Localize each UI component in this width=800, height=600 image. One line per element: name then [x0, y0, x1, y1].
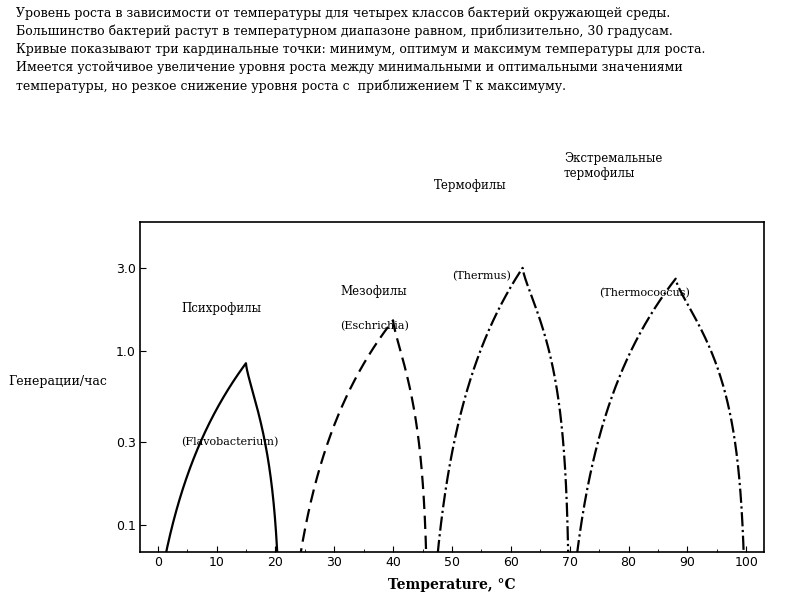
Text: (Flavobacterium): (Flavobacterium) [182, 437, 278, 447]
Text: Психрофилы: Психрофилы [182, 302, 262, 316]
Text: Мезофилы: Мезофилы [340, 286, 406, 298]
Text: Экстремальные
термофилы: Экстремальные термофилы [564, 152, 662, 180]
Text: Генерации/час: Генерации/час [8, 374, 107, 388]
Text: Термофилы: Термофилы [434, 179, 507, 192]
Text: (Eschrichia): (Eschrichia) [340, 321, 409, 331]
Text: (Thermococcus): (Thermococcus) [599, 288, 690, 298]
Text: Уровень роста в зависимости от температуры для четырех классов бактерий окружающ: Уровень роста в зависимости от температу… [16, 6, 706, 93]
X-axis label: Temperature, °C: Temperature, °C [388, 577, 516, 592]
Text: (Thermus): (Thermus) [452, 271, 511, 281]
